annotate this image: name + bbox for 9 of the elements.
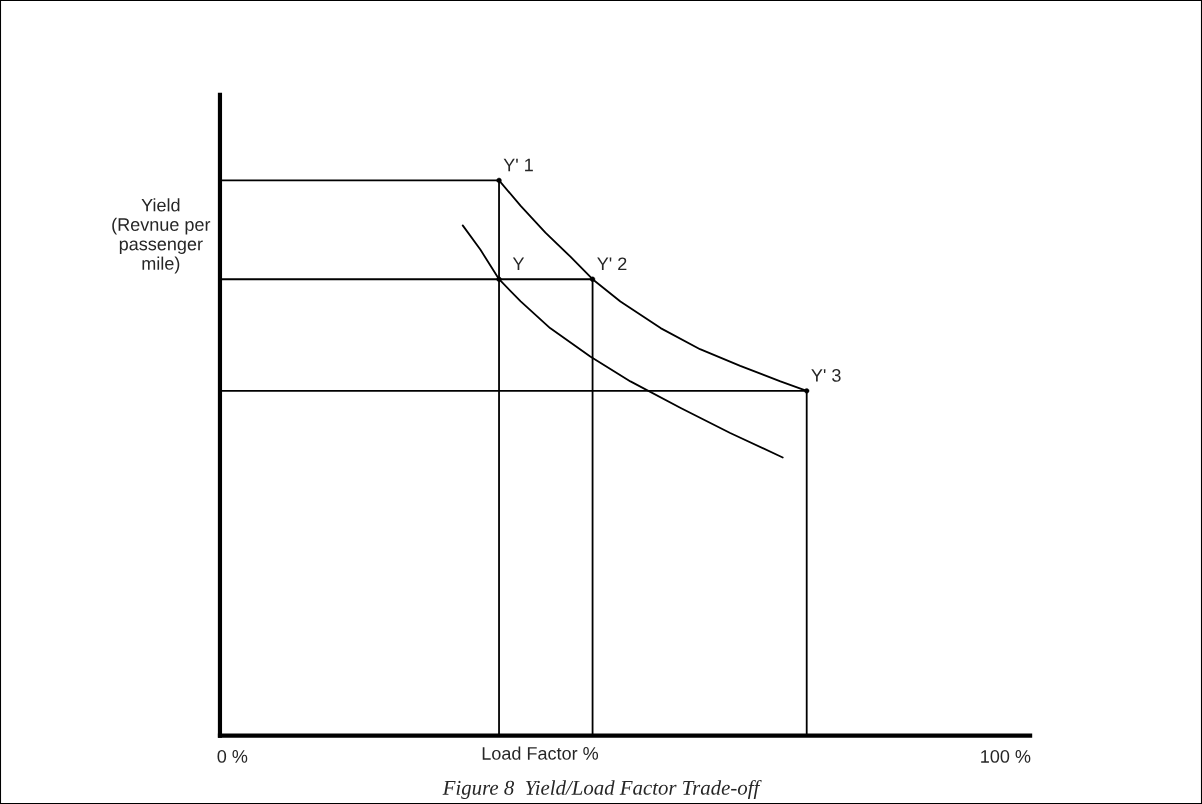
x-tick-label: 0 % (217, 750, 248, 763)
x-tick-label: 100 % (981, 750, 1031, 763)
text: Figure 8 Yield/Load Factor Trade-off (442, 779, 762, 800)
annotation: Y (512, 257, 525, 270)
annotation: Y' 3 (811, 369, 841, 382)
annotation: Y' 1 (503, 158, 533, 172)
x-axis-title: Load Factor % (482, 746, 599, 760)
annotation: Y' 2 (597, 257, 627, 270)
y-axis-title: Yield (Revnue per passenger mile) (112, 198, 211, 274)
